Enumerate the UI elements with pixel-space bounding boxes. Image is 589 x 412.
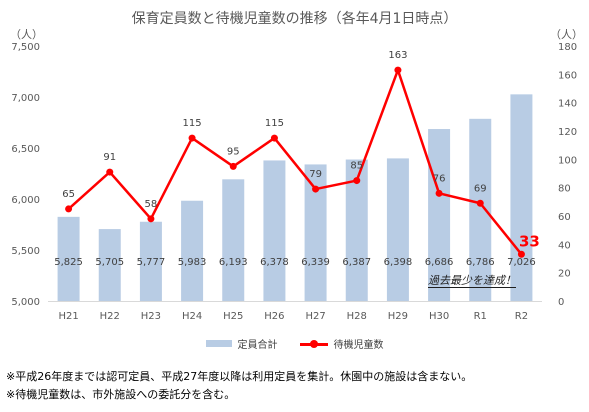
bar-value-label: 6,686 bbox=[425, 257, 454, 268]
legend-label-capacity: 定員合計 bbox=[237, 340, 278, 351]
point-waiting bbox=[435, 189, 443, 197]
record-low-callout: 過去最少を達成！ bbox=[428, 274, 516, 288]
legend-bar-swatch bbox=[205, 340, 232, 347]
bar-value-label: 6,339 bbox=[301, 257, 330, 268]
x-tick-label: H21 bbox=[58, 311, 78, 322]
footnote-waiting: ※待機児童数は、市外施設への委託分を含む。 bbox=[6, 388, 236, 401]
left-axis-unit: （人） bbox=[10, 28, 43, 41]
chart-legend: 定員合計 待機児童数 bbox=[0, 336, 589, 351]
bar-value-label: 5,777 bbox=[137, 257, 166, 268]
point-waiting bbox=[229, 162, 237, 170]
bar-value-label: 6,193 bbox=[219, 257, 248, 268]
y-right-tick-label: 80 bbox=[558, 184, 571, 195]
x-tick-label: H30 bbox=[429, 311, 449, 322]
bar-capacity bbox=[469, 118, 492, 301]
x-tick-label: H27 bbox=[305, 311, 325, 322]
point-waiting bbox=[65, 205, 73, 213]
y-right-tick-label: 140 bbox=[558, 99, 577, 110]
legend-item-waiting: 待機児童数 bbox=[299, 336, 384, 351]
chart-title: 保育定員数と待機児童数の推移（各年4月1日時点） bbox=[131, 11, 458, 27]
x-tick-label: H29 bbox=[388, 311, 408, 322]
line-value-label: 115 bbox=[183, 118, 202, 129]
y-left-tick-label: 7,000 bbox=[11, 93, 40, 104]
x-tick-label: H23 bbox=[141, 311, 161, 322]
line-value-label: 85 bbox=[350, 161, 363, 172]
line-value-label: 58 bbox=[145, 199, 158, 210]
y-right-tick-label: 20 bbox=[558, 269, 571, 280]
y-left-tick-label: 5,000 bbox=[11, 297, 40, 308]
y-left-tick-label: 7,500 bbox=[11, 42, 40, 53]
y-left-tick-label: 5,500 bbox=[11, 246, 40, 257]
bar-capacity bbox=[181, 200, 204, 301]
bar-capacity bbox=[139, 221, 162, 301]
x-tick-label: H26 bbox=[264, 311, 284, 322]
y-right-tick-label: 160 bbox=[558, 70, 577, 81]
bar-capacity bbox=[345, 159, 368, 301]
y-right-tick-label: 180 bbox=[558, 42, 577, 53]
line-waiting-children bbox=[67, 68, 523, 256]
y-right-tick-label: 100 bbox=[558, 155, 577, 166]
y-right-tick-label: 120 bbox=[558, 127, 577, 138]
bar-capacity bbox=[222, 179, 245, 301]
point-waiting bbox=[106, 168, 114, 176]
legend-item-capacity: 定員合計 bbox=[205, 336, 278, 351]
point-waiting bbox=[147, 215, 155, 223]
x-tick-label: R2 bbox=[515, 311, 528, 322]
line-value-label: 79 bbox=[309, 169, 322, 180]
bar-value-label: 6,387 bbox=[342, 257, 371, 268]
bar-capacity bbox=[510, 94, 533, 302]
right-axis-unit: （人） bbox=[550, 28, 583, 41]
y-left-tick-label: 6,500 bbox=[11, 144, 40, 155]
bar-capacity bbox=[386, 158, 409, 301]
bar-value-label: 6,786 bbox=[466, 257, 495, 268]
bar-value-label: 6,398 bbox=[384, 257, 413, 268]
point-waiting bbox=[517, 250, 525, 258]
bar-value-label: 6,378 bbox=[260, 257, 289, 268]
point-waiting bbox=[312, 185, 320, 193]
footnote-capacity: ※平成26年度までは認可定員、平成27年度以降は利用定員を集計。休園中の施設は含… bbox=[6, 370, 473, 383]
legend-line-swatch bbox=[299, 339, 328, 349]
bar-capacity bbox=[304, 164, 327, 301]
line-value-label: 95 bbox=[227, 146, 240, 157]
legend-label-waiting: 待機児童数 bbox=[333, 340, 384, 351]
point-waiting bbox=[353, 177, 361, 185]
y-right-tick-label: 0 bbox=[558, 297, 564, 308]
bar-value-label: 5,983 bbox=[178, 257, 207, 268]
bar-value-label: 5,825 bbox=[54, 257, 83, 268]
y-right-tick-label: 60 bbox=[558, 212, 571, 223]
point-waiting bbox=[270, 134, 278, 142]
point-waiting bbox=[476, 199, 484, 207]
line-value-label: 91 bbox=[103, 152, 116, 163]
line-value-label: 76 bbox=[433, 173, 446, 184]
x-tick-label: H22 bbox=[100, 311, 120, 322]
y-left-tick-label: 6,000 bbox=[11, 195, 40, 206]
line-value-label-latest: 33 bbox=[519, 232, 540, 250]
x-tick-label: R1 bbox=[474, 311, 487, 322]
line-value-label: 69 bbox=[474, 183, 487, 194]
point-waiting bbox=[188, 134, 196, 142]
x-tick-label: H25 bbox=[223, 311, 243, 322]
line-value-label: 163 bbox=[388, 50, 407, 61]
bar-capacity bbox=[428, 129, 451, 301]
bar-value-label: 5,705 bbox=[95, 257, 124, 268]
bar-capacity bbox=[263, 160, 286, 301]
point-waiting bbox=[394, 66, 402, 74]
bar-capacity bbox=[98, 229, 121, 301]
x-tick-label: H24 bbox=[182, 311, 202, 322]
line-value-label: 65 bbox=[62, 189, 75, 200]
bar-capacity bbox=[57, 216, 80, 301]
line-value-label: 115 bbox=[265, 118, 284, 129]
y-right-tick-label: 40 bbox=[558, 240, 571, 251]
bar-value-label: 7,026 bbox=[507, 257, 536, 268]
x-tick-label: H28 bbox=[347, 311, 367, 322]
